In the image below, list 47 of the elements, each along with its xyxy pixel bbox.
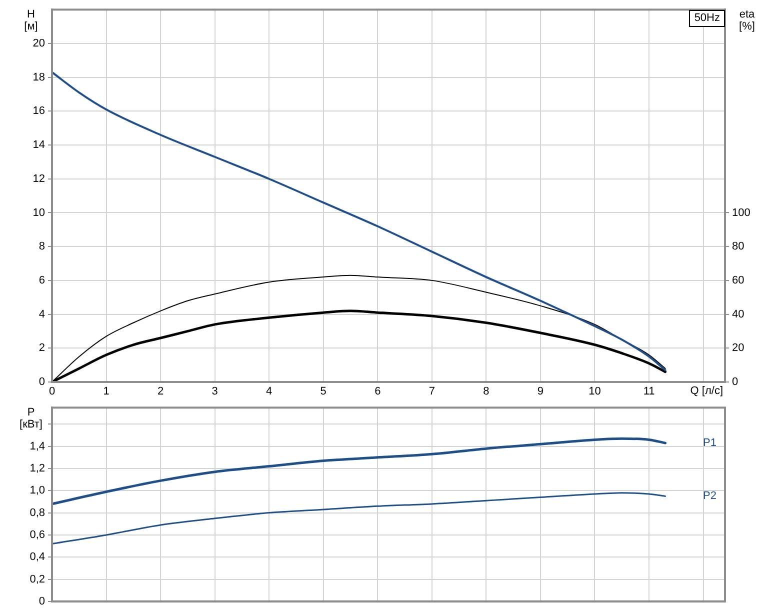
x-tick-label: 5 <box>320 386 326 398</box>
x-tick-label: 1 <box>103 386 110 398</box>
annotation: 50Hz <box>689 10 725 27</box>
x-tick-label: 11 <box>643 386 655 398</box>
y-tick-label: 1,0 <box>30 484 45 497</box>
y2-tick-label: 0 <box>732 376 738 388</box>
y-tick-label: 0,4 <box>30 551 45 564</box>
x-tick-label: 0 <box>48 386 56 398</box>
y-tick-label: 20 <box>32 37 45 50</box>
x-tick-label: 7 <box>428 386 435 398</box>
x-tick-label: 2 <box>157 386 164 398</box>
line-series <box>52 492 666 545</box>
y-tick-label: 0 <box>38 376 45 388</box>
y-axis-title: P [кВт] <box>20 406 42 431</box>
y-tick-label: 2 <box>38 342 45 354</box>
y-tick-label: 0,2 <box>30 573 45 586</box>
y-tick-label: 1,2 <box>30 462 45 475</box>
x-tick-label: 6 <box>374 386 381 398</box>
y2-tick-label: 100 <box>732 206 750 219</box>
y-axis-title: H [м] <box>24 8 38 33</box>
y-tick-label: 6 <box>38 274 45 286</box>
line-series <box>52 71 666 372</box>
y-tick-label: 1,4 <box>30 440 45 452</box>
x-axis-title: Q [л/с] <box>690 385 723 398</box>
y-tick-label: 8 <box>38 240 45 253</box>
x-tick-label: 4 <box>266 386 272 398</box>
y-tick-label: 0,6 <box>30 528 45 541</box>
y-tick-label: 14 <box>32 139 45 152</box>
y-tick-label: 4 <box>38 308 45 320</box>
y-tick-label: 18 <box>32 71 45 84</box>
y-tick-label: 10 <box>32 206 45 219</box>
y2-tick-label: 60 <box>732 274 744 286</box>
x-tick-label: 3 <box>212 386 218 398</box>
y-tick-label: 16 <box>32 105 45 118</box>
y2-axis-title: eta [%] <box>739 8 756 33</box>
text: P1 <box>703 437 716 450</box>
y2-tick-label: 20 <box>732 342 744 354</box>
x-tick-label: 8 <box>483 386 490 398</box>
x-tick-label: 9 <box>537 386 544 398</box>
y-tick-label: 0 <box>38 595 45 608</box>
y-tick-label: 12 <box>32 172 45 185</box>
y-tick-label: 0,8 <box>30 506 45 519</box>
line-series <box>52 437 667 506</box>
x-tick-label: 10 <box>588 386 601 398</box>
text: P2 <box>703 490 716 502</box>
y2-tick-label: 80 <box>732 240 744 253</box>
y2-tick-label: 40 <box>732 308 744 320</box>
